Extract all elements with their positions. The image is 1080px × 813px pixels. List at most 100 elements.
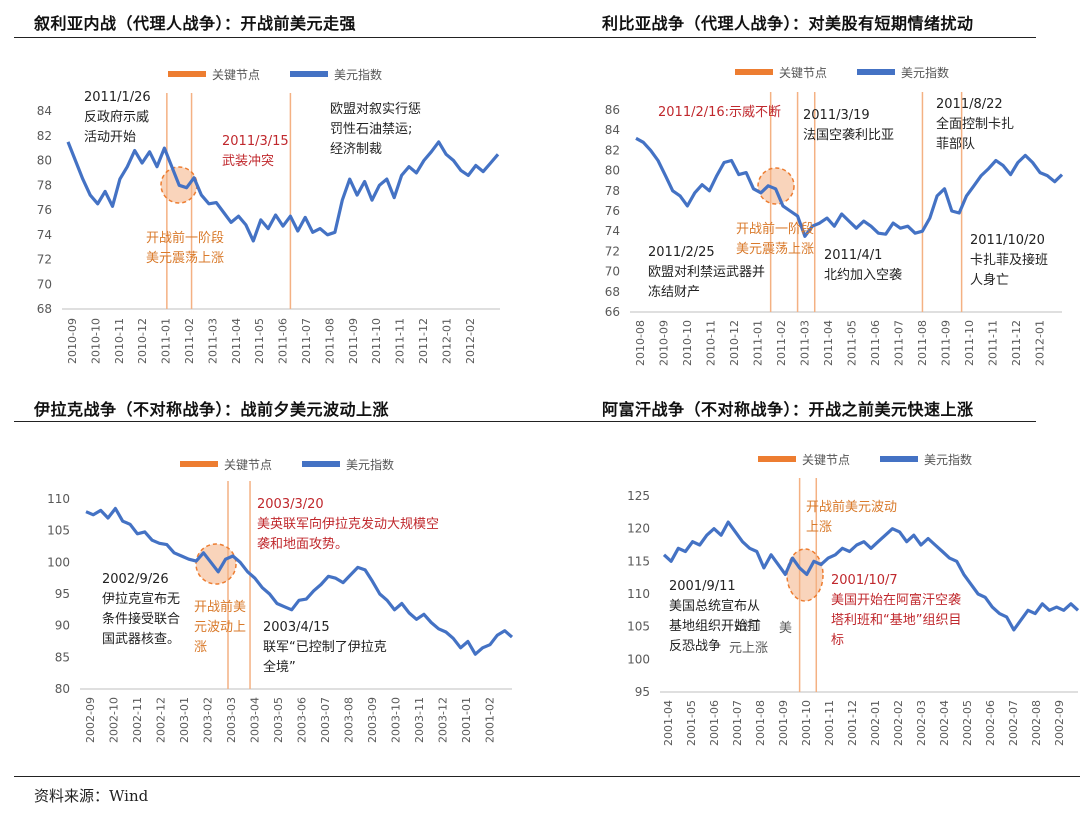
highlight-circle-libya bbox=[757, 167, 795, 205]
x-tick-label: 2011-06 bbox=[277, 318, 290, 364]
y-tick-label: 100 bbox=[627, 652, 650, 666]
annotation-afghan-3: 2001/9/11 bbox=[669, 579, 736, 594]
legend-libya: 关键节点 美元指数 bbox=[735, 65, 949, 80]
x-tick-label: 2003-03 bbox=[225, 697, 238, 743]
y-tick-label: 105 bbox=[627, 620, 650, 634]
x-tick-label: 2002-05 bbox=[961, 700, 974, 746]
x-tick-label: 2011-09 bbox=[347, 318, 360, 364]
legend-dxy-swatch bbox=[880, 456, 918, 462]
annotation-iraq-9: 元波动上 bbox=[194, 620, 246, 635]
y-tick-label: 95 bbox=[55, 587, 70, 601]
annotation-libya-8: 欧盟对利禁运武器并 bbox=[648, 265, 765, 280]
annotation-libya-11: 北约加入空袭 bbox=[824, 268, 902, 283]
x-tick-label: 2010-10 bbox=[681, 320, 694, 366]
annotation-libya-6: 菲部队 bbox=[936, 137, 975, 152]
x-tick-label: 2011-02 bbox=[775, 320, 788, 366]
y-tick-label: 84 bbox=[605, 123, 620, 137]
y-tick-label: 76 bbox=[37, 203, 52, 217]
legend-dxy-swatch bbox=[857, 69, 895, 75]
x-tick-label: 2002-10 bbox=[108, 697, 121, 743]
annotation-afghan-13: 元上涨 bbox=[729, 641, 768, 656]
x-tick-label: 2003-04 bbox=[249, 697, 262, 743]
legend-key-node-swatch bbox=[735, 69, 773, 75]
y-tick-label: 110 bbox=[47, 492, 70, 506]
y-tick-label: 66 bbox=[605, 305, 620, 319]
x-tick-label: 2003-07 bbox=[319, 697, 332, 743]
x-tick-label: 2011-08 bbox=[916, 320, 929, 366]
x-axis-syria: 2010-09 2010-10 2010-11 2010-12 2011-01 2011-… bbox=[66, 318, 477, 364]
x-tick-label: 2011-11 bbox=[987, 320, 1000, 366]
x-tick-label: 2001-02 bbox=[484, 697, 497, 743]
annotation-syria-8: 经济制裁 bbox=[330, 141, 382, 157]
annotation-libya-16: 美元震荡上涨 bbox=[736, 242, 814, 257]
y-tick-label: 115 bbox=[627, 554, 650, 568]
series-line-dxy-libya bbox=[635, 136, 1064, 238]
x-tick-label: 2002-01 bbox=[869, 700, 882, 746]
x-tick-label: 2001-06 bbox=[708, 700, 721, 746]
title-rule-top bbox=[14, 37, 1036, 38]
annotation-iraq-7: 国武器核查。 bbox=[102, 632, 180, 647]
x-tick-label: 2002-04 bbox=[938, 700, 951, 746]
annotation-libya-10: 2011/4/1 bbox=[824, 248, 882, 263]
x-tick-label: 2001-07 bbox=[731, 700, 744, 746]
key-lines-syria bbox=[166, 93, 292, 309]
annotation-iraq-13: 全境” bbox=[263, 659, 296, 675]
y-tick-label: 82 bbox=[605, 143, 620, 157]
annotation-syria-10: 美元震荡上涨 bbox=[146, 251, 224, 266]
annotation-afghan-9: 塔利班和“基地”组织目 bbox=[831, 613, 961, 628]
annotation-iraq-4: 2002/9/26 bbox=[102, 572, 169, 587]
y-tick-label: 86 bbox=[605, 103, 620, 117]
annotations-syria: 2011/1/26 反政府示威 活动开始 2011/3/15 武装冲突 欧盟对叙… bbox=[84, 90, 421, 266]
x-tick-label: 2012-02 bbox=[464, 318, 477, 364]
x-tick-label: 2003-10 bbox=[390, 697, 403, 743]
annotation-libya-4: 2011/8/22 bbox=[936, 97, 1003, 112]
series-line-dxy-syria bbox=[66, 140, 500, 243]
x-tick-label: 2003-12 bbox=[437, 697, 450, 743]
source-rule bbox=[14, 776, 1080, 777]
legend-key-node-label: 关键节点 bbox=[224, 458, 272, 472]
x-tick-label: 2011-10 bbox=[370, 318, 383, 364]
x-tick-label: 2002-02 bbox=[892, 700, 905, 746]
x-tick-label: 2003-08 bbox=[343, 697, 356, 743]
annotation-libya-12: 2011/10/20 bbox=[970, 233, 1045, 248]
legend-dxy-label: 美元指数 bbox=[334, 67, 382, 82]
annotations-afghan: 开战前美元波动 上涨 2001/9/11 美国总统宣布从 基地组织开始打 反恐战… bbox=[669, 499, 961, 656]
annotation-afghan-4: 美国总统宣布从 bbox=[669, 598, 760, 614]
series-line-dxy-iraq bbox=[85, 506, 514, 656]
annotations-libya: 2011/2/16:示威不断 2011/3/19 法国空袭利比亚 2011/8/… bbox=[648, 97, 1048, 300]
x-tick-label: 2010-09 bbox=[658, 320, 671, 366]
x-tick-label: 2011-08 bbox=[323, 318, 336, 364]
panel-title-afghan: 阿富汗战争（不对称战争）：开战之前美元快速上涨 bbox=[602, 400, 974, 419]
y-tick-label: 68 bbox=[605, 285, 620, 299]
annotation-libya-15: 开战前一阶段 bbox=[736, 221, 814, 237]
x-tick-label: 2011-05 bbox=[846, 320, 859, 366]
x-tick-label: 2011-07 bbox=[300, 318, 313, 364]
x-tick-label: 2011-06 bbox=[869, 320, 882, 366]
x-tick-label: 2011-10 bbox=[963, 320, 976, 366]
x-tick-label: 2010-08 bbox=[634, 320, 647, 366]
legend-key-node-label: 关键节点 bbox=[779, 66, 827, 80]
x-tick-label: 2003-02 bbox=[202, 697, 215, 743]
panel-title-iraq: 伊拉克战争（不对称战争）：战前夕美元波动上涨 bbox=[34, 400, 390, 419]
x-tick-label: 2010-09 bbox=[66, 318, 79, 364]
x-tick-label: 2010-12 bbox=[136, 318, 149, 364]
y-tick-label: 76 bbox=[605, 204, 620, 218]
annotation-iraq-1: 2003/3/20 bbox=[257, 497, 324, 512]
annotation-afghan-10: 标 bbox=[831, 633, 844, 648]
annotation-libya-9: 冻结财产 bbox=[648, 284, 700, 300]
key-lines-iraq bbox=[227, 481, 251, 689]
x-tick-label: 2011-11 bbox=[394, 318, 407, 364]
x-tick-label: 2002-12 bbox=[155, 697, 168, 743]
x-tick-label: 2010-10 bbox=[89, 318, 102, 364]
annotation-libya-1: 2011/2/16:示威不断 bbox=[658, 105, 781, 120]
annotation-iraq-8: 开战前美 bbox=[194, 599, 246, 615]
annotation-libya-3: 法国空袭利比亚 bbox=[803, 128, 894, 143]
x-tick-label: 2010-11 bbox=[113, 318, 126, 364]
x-axis-libya: 2010-08 2010-09 2010-10 2010-11 2010-12 2011-… bbox=[634, 320, 1047, 366]
y-tick-label: 72 bbox=[37, 253, 52, 267]
annotation-afghan-11: 战前 bbox=[735, 618, 761, 634]
x-tick-label: 2010-12 bbox=[728, 320, 741, 366]
annotation-syria-6: 欧盟对叙实行惩 bbox=[330, 102, 421, 117]
annotation-afghan-2: 上涨 bbox=[806, 520, 832, 535]
y-axis-iraq: 80 85 90 95 100 105 110 bbox=[47, 492, 70, 696]
